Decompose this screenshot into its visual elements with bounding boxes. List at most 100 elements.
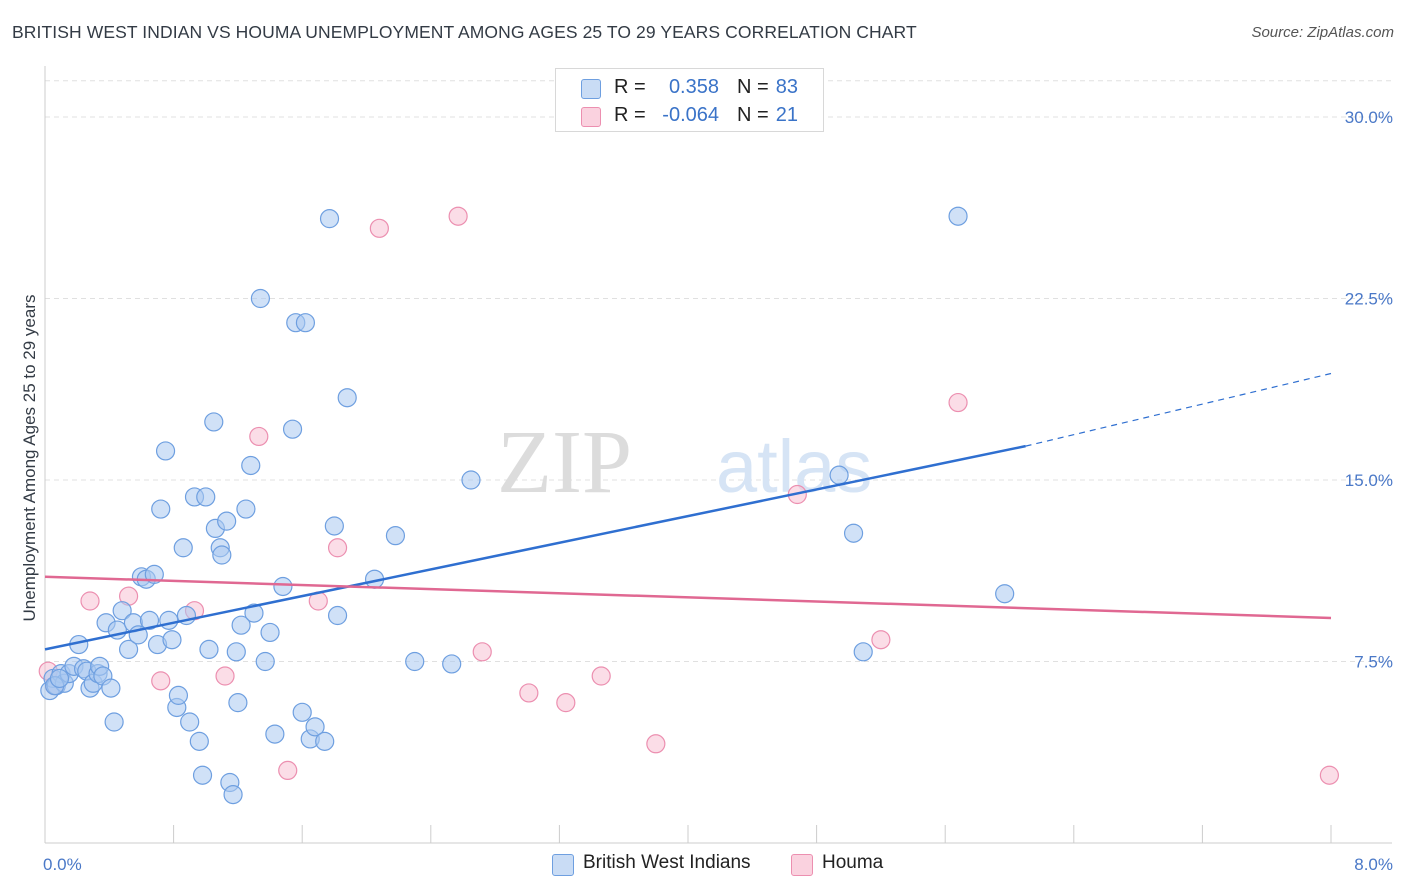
british-west-indians-point [337,388,357,408]
british-west-indians-point [282,419,303,439]
british-west-indians-point [324,516,344,536]
houma-point [278,760,298,781]
r-label: R = [614,104,646,126]
r-value: 0.358 [668,76,719,98]
british-west-indians-point [241,455,261,476]
british-west-indians-point [292,702,312,722]
british-west-indians-point [236,499,256,519]
blue-swatch [552,854,574,876]
british-west-indians-point [49,668,70,689]
british-west-indians-point [319,209,340,229]
tick-labels: 7.5% 15.0% 22.5% 30.0% 0.0% 8.0% [43,108,1393,874]
british-west-indians-point [231,615,251,635]
british-west-indians-point [196,487,216,507]
british-west-indians-point [223,784,243,805]
x-tick-label: 8.0% [1354,855,1393,874]
houma-point [871,630,891,650]
blue-swatch [581,79,601,99]
watermark: ZIP atlas [497,413,872,512]
houma-point [249,426,269,447]
british-west-indians-point [104,712,124,732]
stats-row-houma: R = -0.064 N = 21 [556,101,823,129]
british-west-indians-point [144,564,164,584]
british-west-indians-point [199,639,219,660]
british-west-indians-point [273,576,293,597]
british-west-indians-point [829,465,849,485]
british-west-indians-point [192,765,213,785]
y-tick-label: 15.0% [1345,471,1393,490]
british-west-indians-point [212,545,232,565]
legend-label: Houma [822,852,884,873]
trend-lines [44,372,1332,651]
british-west-indians-point [853,642,873,662]
british-west-indians-point [228,693,248,713]
grid-lines [45,80,1392,662]
houma-point [80,591,100,611]
british-west-indians-point [118,639,139,660]
british-west-indians-point [159,610,179,630]
houma-point [369,218,389,238]
houma-point [948,392,968,413]
houma-point [472,642,492,662]
houma-point [215,666,235,686]
british-west-indians-point [250,288,271,309]
r-value: -0.064 [662,104,719,126]
british-west-indians-point [260,622,280,643]
chart-title: BRITISH WEST INDIAN VS HOUMA UNEMPLOYMEN… [12,22,917,42]
british-west-indians-point [173,538,193,558]
british-west-indians-point [327,605,348,626]
axes [44,66,1392,844]
houma-point [591,666,611,686]
houma-point [556,693,576,713]
british-west-indians-point [155,441,176,461]
x-tick-label: 0.0% [43,855,82,874]
british-west-indians-point [151,499,171,519]
british-west-indians-point [385,526,406,546]
houma-point [151,671,171,691]
pink-swatch [791,854,813,876]
british-west-indians-point [265,724,285,744]
british-west-indians-point [226,642,246,662]
british-west-indians-point [948,206,968,226]
legend-label: British West Indians [583,852,751,873]
data-points [38,206,1339,805]
british-west-indians-point [255,651,275,672]
r-label: R = [614,76,646,98]
houma-trend-line [44,575,1332,620]
y-tick-label: 7.5% [1354,653,1393,672]
british-west-indians-point [204,412,224,432]
british-west-indians-point [305,717,325,737]
y-tick-label: 22.5% [1345,290,1393,309]
houma-point [1319,765,1339,785]
n-label: N = [737,76,769,98]
watermark-zip: ZIP [497,413,632,512]
source-credit: Source: ZipAtlas.com [1251,24,1394,41]
stats-row-british-west-indians: R = 0.358 N = 83 [556,73,823,101]
british-west-indians-point [461,470,481,490]
british-west-indians-trend-extension [1025,372,1332,447]
british-west-indians-trend-line [44,444,1026,651]
n-value: 83 [775,76,798,98]
pink-swatch [581,107,601,127]
british-west-indians-point [180,712,200,732]
british-west-indians-point [168,685,189,705]
british-west-indians-point [295,313,316,333]
british-west-indians-point [315,731,335,751]
british-west-indians-point [995,584,1015,604]
houma-point [646,734,666,754]
y-tick-label: 30.0% [1345,108,1393,127]
british-west-indians-point [217,511,237,531]
british-west-indians-point [139,610,160,630]
british-west-indians-point [244,603,264,623]
n-label: N = [737,104,769,126]
stats-box: R = 0.358 N = 83 R = -0.064 N = 21 [555,68,824,132]
houma-point [327,538,348,558]
british-west-indians-point [442,654,462,674]
houma-point [448,206,468,226]
n-value: 21 [775,104,798,126]
british-west-indians-point [101,678,121,698]
british-west-indians-point [843,523,864,543]
british-west-indians-point [189,731,209,751]
british-west-indians-point [405,651,425,672]
